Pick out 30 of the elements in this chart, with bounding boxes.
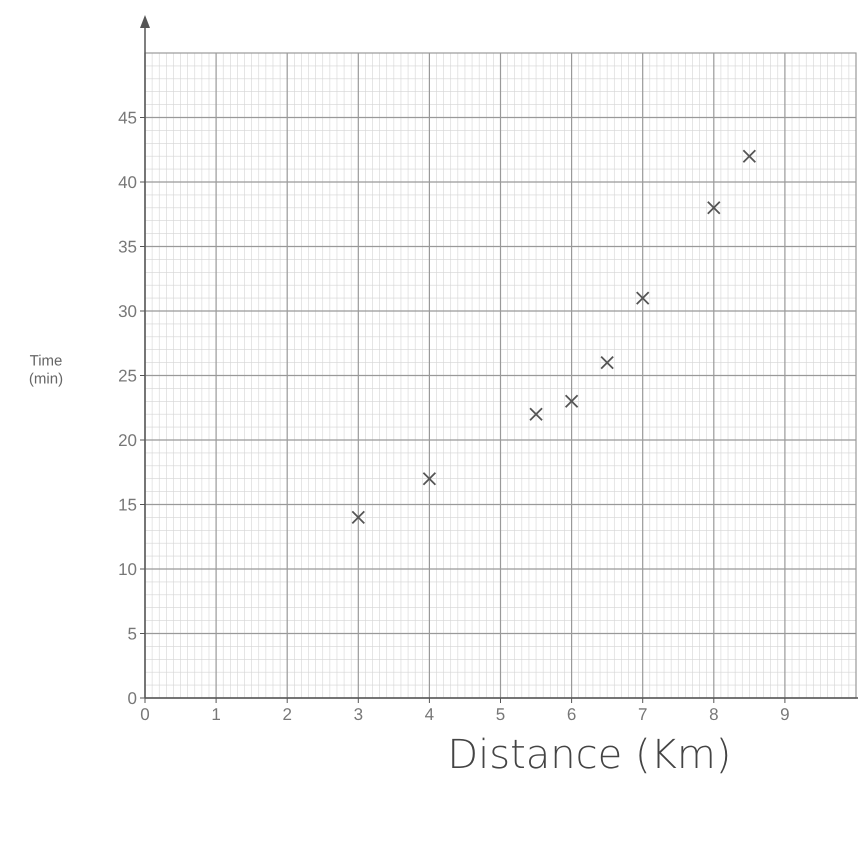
x-tick-label: 5 [496, 705, 506, 724]
x-axis-title: Distance (Km) [447, 732, 732, 778]
x-tick-label: 2 [282, 705, 292, 724]
point [351, 510, 366, 524]
x-tick-label: 9 [780, 705, 790, 724]
y-tick-label: 5 [128, 624, 137, 644]
x-tick-label: 0 [140, 705, 150, 724]
y-tick-label: 35 [118, 238, 137, 256]
y-tick-label: 20 [118, 431, 137, 450]
point [529, 407, 543, 422]
y-axis-title: Time (min) [28, 352, 64, 388]
point [636, 291, 650, 305]
point [564, 394, 578, 408]
x-tick-label: 7 [638, 705, 648, 724]
y-tick-label: 15 [118, 496, 137, 514]
x-tick-label: 4 [424, 705, 434, 724]
y-tick-label: 40 [118, 173, 137, 192]
point [706, 200, 721, 215]
y-tick-label: 30 [118, 302, 137, 321]
y-tick-label: 25 [118, 366, 137, 386]
x-tick-label: 3 [354, 705, 364, 724]
y-tick-label: 0 [128, 689, 137, 708]
y-tick-label: 45 [118, 108, 137, 128]
x-tick-label: 6 [566, 705, 576, 724]
point [422, 472, 436, 486]
point [600, 356, 614, 370]
y-tick-label: 10 [118, 560, 137, 579]
point [742, 149, 756, 164]
x-tick-label: 8 [709, 705, 719, 724]
x-tick-label: 1 [211, 705, 221, 724]
